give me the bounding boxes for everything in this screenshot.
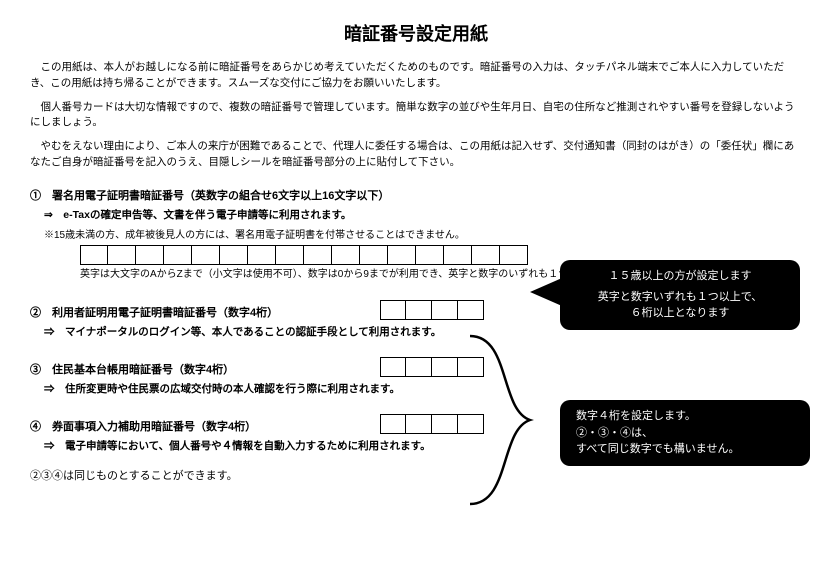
- pin-cell[interactable]: [248, 245, 276, 265]
- pin-cell[interactable]: [406, 300, 432, 320]
- callout1-l3: ６桁以上となります: [572, 305, 788, 322]
- brace-icon: [460, 330, 560, 510]
- intro-p3: やむをえない理由により、ご本人の来庁が困難であることで、代理人に委任する場合は、…: [30, 139, 802, 171]
- callout1-l1: １５歳以上の方が設定します: [572, 268, 788, 285]
- pin-cell[interactable]: [108, 245, 136, 265]
- callout2-l3: すべて同じ数字でも構いません。: [576, 441, 798, 458]
- intro-p2: 個人番号カードは大切な情報ですので、複数の暗証番号で管理しています。簡単な数字の…: [30, 100, 802, 132]
- pin-cell[interactable]: [192, 245, 220, 265]
- pin-cell[interactable]: [304, 245, 332, 265]
- pin-cell[interactable]: [164, 245, 192, 265]
- section-3: ③ 住民基本台帳用暗証番号（数字4桁） ⇒ 住所変更時や住民票の広域交付時の本人…: [30, 361, 802, 396]
- footer-note: ②③④は同じものとすることができます。: [30, 467, 802, 483]
- pin-cell[interactable]: [406, 414, 432, 434]
- pin-cell[interactable]: [472, 245, 500, 265]
- pin-cell[interactable]: [136, 245, 164, 265]
- pin-cell[interactable]: [360, 245, 388, 265]
- page-title: 暗証番号設定用紙: [30, 20, 802, 46]
- pin-cell[interactable]: [432, 300, 458, 320]
- pin-cell[interactable]: [380, 300, 406, 320]
- pin-cell[interactable]: [432, 357, 458, 377]
- pin-cell[interactable]: [380, 414, 406, 434]
- intro-block: この用紙は、本人がお越しになる前に暗証番号をあらかじめ考えていただくためのもので…: [30, 60, 802, 171]
- callout1-l2: 英字と数字いずれも１つ以上で、: [572, 289, 788, 306]
- callout2-l1: 数字４桁を設定します。: [576, 408, 798, 425]
- pin-cell[interactable]: [388, 245, 416, 265]
- pin-cell[interactable]: [220, 245, 248, 265]
- pin-cell[interactable]: [500, 245, 528, 265]
- pin-cell[interactable]: [332, 245, 360, 265]
- pin-cell[interactable]: [406, 357, 432, 377]
- sec3-desc: ⇒ 住所変更時や住民票の広域交付時の本人確認を行う際に利用されます。: [44, 381, 802, 396]
- pin-cell[interactable]: [444, 245, 472, 265]
- pin-cell[interactable]: [416, 245, 444, 265]
- pin-cell[interactable]: [80, 245, 108, 265]
- sec2-boxes: [380, 300, 484, 320]
- pin-cell[interactable]: [380, 357, 406, 377]
- sec1-title: ① 署名用電子証明書暗証番号（英数字の組合せ6文字以上16文字以下）: [30, 187, 802, 203]
- sec1-desc: ⇒ e-Taxの確定申告等、文書を伴う電子申請等に利用されます。: [44, 207, 802, 222]
- intro-p1: この用紙は、本人がお越しになる前に暗証番号をあらかじめ考えていただくためのもので…: [30, 60, 802, 92]
- sec1-note: ※15歳未満の方、成年被後見人の方には、署名用電子証明書を付帯させることはできま…: [44, 226, 802, 241]
- pin-cell[interactable]: [458, 300, 484, 320]
- pin-cell[interactable]: [276, 245, 304, 265]
- pin-cell[interactable]: [432, 414, 458, 434]
- callout-1: １５歳以上の方が設定します 英字と数字いずれも１つ以上で、 ６桁以上となります: [560, 260, 800, 330]
- callout-2: 数字４桁を設定します。 ②・③・④は、 すべて同じ数字でも構いません。: [560, 400, 810, 466]
- callout2-l2: ②・③・④は、: [576, 425, 798, 442]
- callout1-pointer-icon: [530, 278, 562, 306]
